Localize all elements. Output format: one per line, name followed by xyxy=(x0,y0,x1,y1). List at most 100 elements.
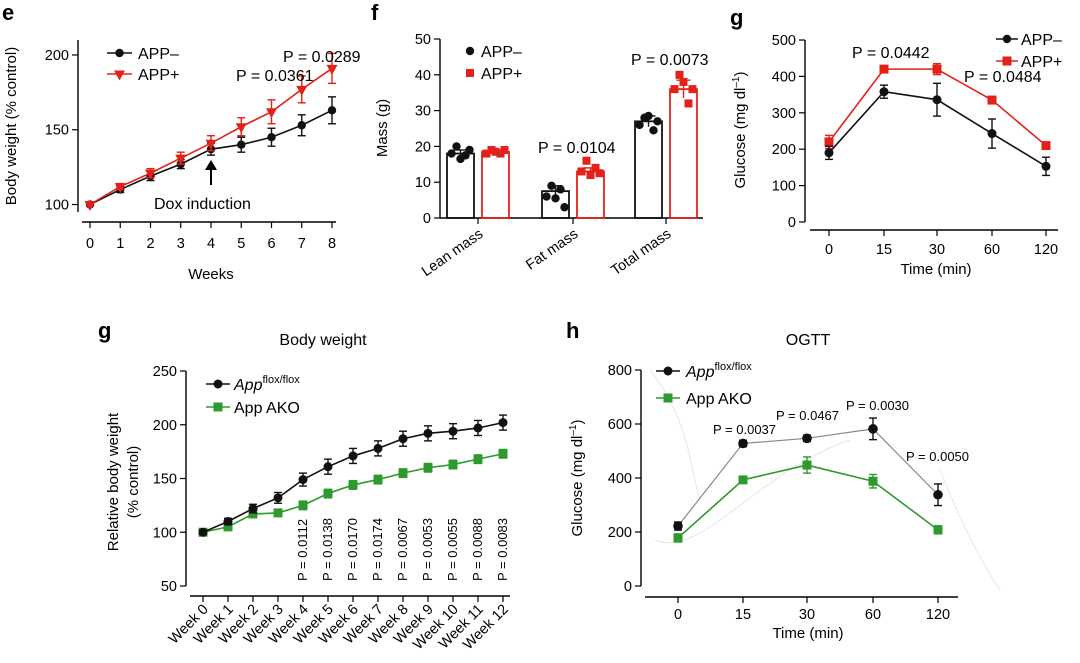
x-tick-label: 60 xyxy=(865,607,881,623)
series-0-point xyxy=(297,121,306,130)
y-axis-label-close: ) xyxy=(569,420,586,425)
bar-1 xyxy=(481,150,510,219)
p-value-annotation: P = 0.0050 xyxy=(906,449,969,464)
y-tick-label: 0 xyxy=(788,215,796,231)
legend-marker xyxy=(466,69,474,77)
x-tick-label: 30 xyxy=(929,242,945,258)
bar-0-point xyxy=(551,194,560,203)
y-tick-label: 200 xyxy=(608,525,632,541)
bar-0-point xyxy=(465,145,474,155)
y-tick-label: 50 xyxy=(415,32,431,48)
y-axis-label-main: Glucose (mg dl xyxy=(569,436,586,537)
chart-title: Body weight xyxy=(279,332,367,349)
series-0-point xyxy=(267,133,276,142)
x-tick-label: 5 xyxy=(237,236,245,252)
p-value-annotation: P = 0.0037 xyxy=(713,422,776,437)
series-0-point xyxy=(223,517,233,526)
bar-1-point xyxy=(675,70,684,79)
p-value-annotation: P = 0.0083 xyxy=(495,518,510,581)
bar-1-point xyxy=(688,85,697,94)
legend-label: Appflox/flox xyxy=(685,361,752,381)
bar-1 xyxy=(669,88,698,219)
x-tick-label: Lean mass xyxy=(419,226,486,280)
series-0-point xyxy=(373,443,383,453)
series-0-point xyxy=(738,438,748,449)
legend-label: APP– xyxy=(481,44,522,61)
series-1-point xyxy=(348,480,358,490)
series-0-point xyxy=(498,418,508,428)
panel-letter: g xyxy=(98,318,111,343)
y-axis-label: Glucose (mg dl–1) xyxy=(568,420,586,537)
p-value-annotation: P = 0.0138 xyxy=(320,518,335,581)
series-0-point xyxy=(273,493,283,503)
series-0-point xyxy=(348,451,358,461)
x-tick-label: Total mass xyxy=(608,226,674,279)
series-1-point xyxy=(448,460,458,470)
series-1-point xyxy=(323,489,333,499)
x-tick-label: 1 xyxy=(116,236,124,252)
series-1-point xyxy=(298,500,308,510)
panel-g-top: g 0 100 200 300 400 500 0 15 30 60 120 Time (min) Glu… xyxy=(730,5,1062,278)
x-tick-label: 0 xyxy=(86,236,94,252)
series-0-point xyxy=(298,475,308,485)
series-0-point xyxy=(448,426,458,436)
series-1-point xyxy=(987,95,997,105)
bar-1-point xyxy=(491,147,500,156)
y-tick-label: 500 xyxy=(772,33,796,49)
y-tick-label: 100 xyxy=(153,525,177,541)
series-0-point xyxy=(1041,161,1051,171)
bar-0-point xyxy=(556,185,565,194)
x-axis-label: Time (min) xyxy=(772,625,843,642)
legend-marker xyxy=(465,46,475,56)
y-tick-label: 10 xyxy=(415,175,431,191)
bar-1-point xyxy=(684,99,693,108)
legend-label: APP– xyxy=(1021,32,1062,49)
chart-title: OGTT xyxy=(786,332,831,349)
x-tick-label: 0 xyxy=(674,607,682,623)
x-tick-label: 3 xyxy=(177,236,185,252)
bar-0-point xyxy=(542,192,551,201)
x-tick-label: 120 xyxy=(1034,242,1058,258)
series-0-point xyxy=(824,148,834,158)
legend-label-main: App xyxy=(685,364,715,381)
legend-label-main: App xyxy=(233,377,263,394)
legend-marker xyxy=(663,393,673,403)
series-0-point xyxy=(868,424,878,434)
legend-marker xyxy=(213,402,223,412)
series-1-point xyxy=(205,139,217,150)
legend-marker xyxy=(115,48,124,58)
y-tick-label: 250 xyxy=(153,364,177,380)
series-0-point xyxy=(198,527,208,537)
panel-letter: h xyxy=(566,318,579,343)
y-tick-label: 100 xyxy=(45,198,69,214)
y-axis-label-close: ) xyxy=(732,72,749,77)
x-tick-label: 60 xyxy=(984,242,1000,258)
panel-letter: e xyxy=(2,0,14,25)
panel-f: f 0 10 20 30 40 50 Mass (g) Lean mass Fat mass Tot… xyxy=(371,0,709,280)
p-value-annotation: P = 0.0484 xyxy=(964,69,1042,86)
y-tick-label: 800 xyxy=(608,363,632,379)
series-1-point xyxy=(473,454,483,464)
legend-label: Appflox/flox xyxy=(233,374,300,394)
series-1-point xyxy=(145,169,156,180)
panel-h: h OGTT 0 200 400 600 800 0 15 30 60 120 Time (min) Gl… xyxy=(566,318,1001,642)
series-1-point xyxy=(84,201,96,212)
legend-marker xyxy=(1002,34,1012,44)
p-value-annotation: P = 0.0104 xyxy=(538,140,616,157)
series-1-point xyxy=(326,64,338,75)
p-value-annotation: P = 0.0174 xyxy=(370,518,385,581)
bar-1-point xyxy=(679,77,688,86)
series-1-point xyxy=(824,137,834,147)
series-1-point xyxy=(248,509,258,519)
bar-0-point xyxy=(547,181,556,190)
x-tick-label: 6 xyxy=(267,236,275,252)
x-tick-label: 120 xyxy=(926,607,950,623)
series-1-point xyxy=(802,460,812,470)
bar-1-point xyxy=(595,169,604,178)
background-curve xyxy=(649,369,1001,591)
y-axis-label-sup: –1 xyxy=(731,76,742,88)
legend-label: APP+ xyxy=(138,67,179,84)
y-tick-label: 600 xyxy=(608,417,632,433)
y-tick-label: 0 xyxy=(423,211,431,227)
y-tick-label: 300 xyxy=(772,106,796,122)
